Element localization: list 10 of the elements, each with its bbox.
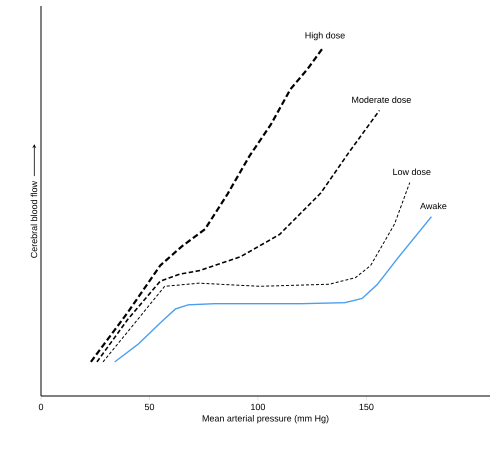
series-label: High dose	[306, 32, 345, 40]
x-tick-label: 100	[251, 404, 266, 410]
y-axis-title: Cerebral blood flow	[30, 181, 38, 258]
x-tick-label: 0	[38, 404, 44, 410]
x-axis-title: Mean arterial pressure (mm Hg)	[202, 414, 328, 424]
x-tick-label: 150	[360, 404, 374, 410]
series-label: Awake	[420, 202, 446, 210]
series-label: Low dose	[393, 168, 431, 176]
x-tick-label: 50	[144, 404, 154, 410]
series-label: Moderate dose	[352, 96, 411, 103]
